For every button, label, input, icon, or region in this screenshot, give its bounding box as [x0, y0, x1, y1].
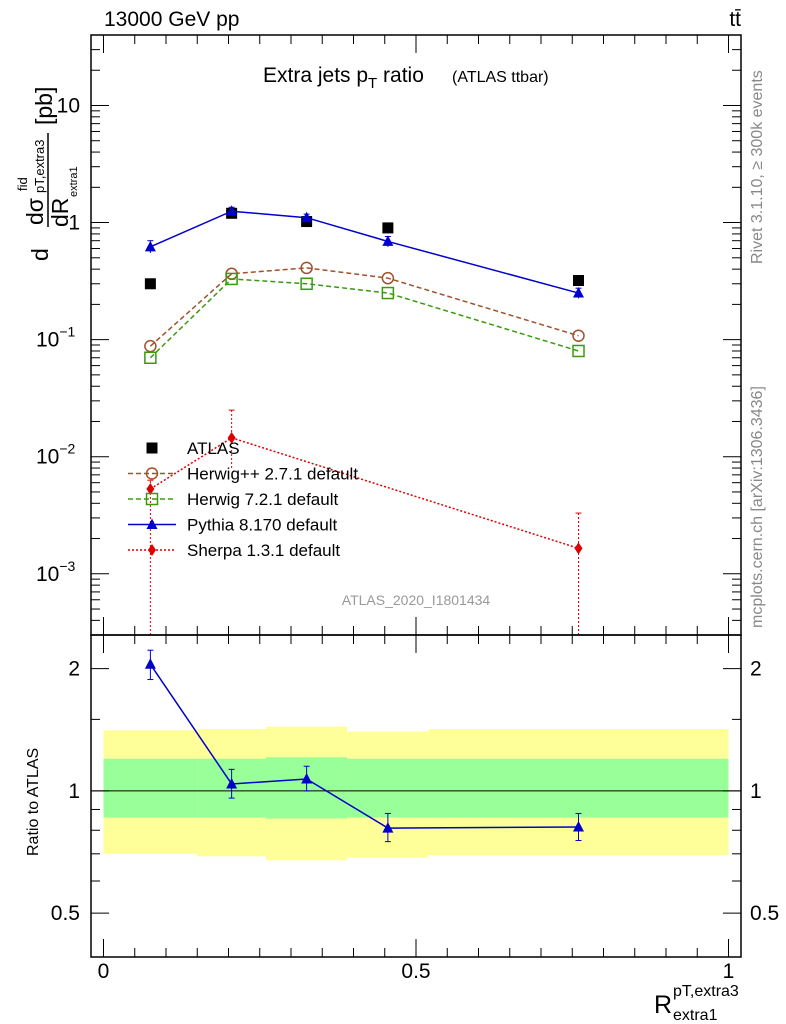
ratio-point	[226, 777, 238, 789]
main-title: Extra jets pT ratio	[263, 64, 424, 92]
series-4	[146, 409, 583, 635]
main-ytick-label: 10−3	[36, 558, 76, 586]
ratio-ytick-label: 1	[68, 780, 80, 803]
xlabel-sup: pT,extra3	[673, 983, 739, 1000]
main-panel: 10 1 10−1 10−2 10−3 Extra jets pT ratio (ATL…	[15, 34, 742, 636]
data-point	[573, 287, 584, 298]
data-point	[381, 271, 395, 285]
data-point	[227, 431, 236, 444]
ylabel-d: d	[27, 248, 53, 261]
ylabel-fid: fid	[15, 177, 30, 191]
ratio-point	[573, 820, 584, 832]
series-3	[144, 205, 584, 299]
main-ylabel: dσ fid dR extra1 pT,extra3 d [pb]	[15, 87, 80, 261]
ylabel-dsigma: dσ	[22, 198, 48, 225]
data-point	[300, 261, 313, 275]
legend-label: Sherpa 1.3.1 default	[187, 541, 340, 560]
analysis-watermark: ATLAS_2020_I1801434	[342, 592, 491, 608]
data-point	[146, 482, 155, 495]
ratio-bands	[91, 726, 741, 861]
data-point	[144, 240, 156, 252]
xlabel-R: R	[654, 991, 672, 1019]
ratio-ytick-label-right: 1	[750, 780, 762, 803]
ratio-point	[382, 822, 394, 833]
main-ytick-label: 10	[57, 94, 80, 117]
data-point	[144, 351, 157, 365]
data-point	[572, 329, 585, 342]
ratio-ticks: 2 2 1 1 0.5 0.5 0 0.5 1	[51, 635, 779, 983]
header-left: 13000 GeV pp	[104, 8, 239, 31]
data-point	[301, 211, 313, 223]
data-point	[381, 286, 395, 300]
legend-entry: Pythia 8.170 default	[128, 516, 338, 535]
legend-entry: Herwig 7.2.1 default	[128, 490, 338, 509]
mcplots-label: mcplots.cern.ch [arXiv:1306.3436]	[749, 386, 766, 628]
legend-label: ATLAS	[187, 439, 240, 458]
legend: ATLAS Herwig++ 2.7.1 default Herwig 7.2.1 …	[128, 439, 358, 560]
legend-marker	[145, 492, 159, 506]
ratio-xlabel: R pT,extra3 extra1	[654, 983, 739, 1024]
series-2	[144, 272, 585, 365]
main-marks	[144, 205, 585, 635]
legend-label: Herwig 7.2.1 default	[187, 490, 338, 509]
uncertainty-band-inner	[428, 758, 729, 818]
legend-entry: Sherpa 1.3.1 default	[128, 541, 340, 560]
ylabel-sub2: extra1	[68, 166, 80, 197]
rivet-label: Rivet 3.1.10, ≥ 300k events	[749, 70, 766, 264]
data-point	[226, 205, 238, 216]
xlabel-sub: extra1	[673, 1007, 718, 1024]
data-point	[382, 222, 394, 234]
main-ytick-label: 10−1	[36, 324, 76, 352]
series-line	[149, 267, 579, 347]
ratio-xtick-label: 0	[98, 960, 110, 983]
ratio-point	[144, 658, 156, 669]
main-ytick-label: 1	[68, 212, 80, 235]
ratio-ytick-label: 0.5	[51, 902, 80, 925]
ylabel-dR: dR	[47, 198, 73, 227]
data-point	[572, 344, 585, 358]
legend-marker	[148, 544, 156, 556]
legend-entry: Herwig++ 2.7.1 default	[128, 465, 358, 484]
main-ytick-label: 10−2	[36, 441, 76, 469]
ylabel-unit: [pb]	[31, 87, 57, 125]
ratio-panel: 2 2 1 1 0.5 0.5 0 0.5 1 Ratio to ATLAS R pT,extr…	[25, 634, 779, 1024]
data-point	[382, 235, 394, 246]
ratio-xtick-label: 1	[723, 960, 735, 983]
uncertainty-band-inner	[103, 758, 198, 818]
data-point	[300, 277, 313, 291]
legend-marker	[146, 442, 158, 454]
ratio-marks	[144, 649, 584, 843]
legend-label: Herwig++ 2.7.1 default	[187, 465, 358, 484]
legend-label: Pythia 8.170 default	[187, 516, 338, 535]
data-point	[573, 274, 584, 286]
data-point	[574, 542, 583, 555]
ratio-ytick-label-right: 2	[750, 658, 762, 681]
data-point	[225, 272, 238, 286]
data-point	[144, 278, 156, 290]
legend-marker	[145, 467, 159, 480]
legend-marker	[146, 518, 158, 529]
ylabel-sub: pT,extra3	[32, 140, 47, 193]
ratio-point	[301, 772, 313, 784]
main-title-note: (ATLAS ttbar)	[452, 69, 549, 86]
series-line	[149, 278, 579, 359]
ratio-ylabel: Ratio to ATLAS	[25, 748, 42, 856]
ratio-ytick-label: 2	[68, 658, 80, 681]
legend-entry: ATLAS	[146, 439, 240, 458]
uncertainty-band-inner	[347, 758, 429, 818]
ratio-series-0	[144, 649, 584, 843]
ratio-ytick-label-right: 0.5	[750, 902, 779, 925]
header-right: tt̄	[729, 8, 741, 31]
ratio-xtick-label: 0.5	[401, 960, 430, 983]
series-line	[150, 210, 579, 294]
series-1	[144, 261, 585, 353]
main-ticks: 10 1 10−1 10−2 10−3	[36, 34, 741, 636]
